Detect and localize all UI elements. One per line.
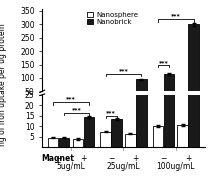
Bar	[73, 139, 83, 147]
Bar	[48, 138, 58, 147]
Bar	[164, 74, 174, 105]
Bar	[48, 104, 58, 105]
Text: −: −	[55, 154, 62, 163]
Text: −: −	[108, 154, 114, 163]
Text: ***: ***	[66, 97, 76, 102]
Bar	[188, 0, 199, 147]
Bar	[100, 103, 111, 105]
Bar	[188, 24, 199, 105]
Text: ***: ***	[106, 110, 116, 115]
Bar	[84, 101, 94, 105]
Bar	[177, 125, 188, 147]
Bar	[136, 0, 147, 147]
Bar	[153, 102, 163, 105]
Bar	[84, 117, 94, 147]
Bar	[73, 104, 83, 105]
Bar	[111, 119, 122, 147]
Text: ***: ***	[171, 13, 181, 19]
Text: ng of iron uptake per ug protein: ng of iron uptake per ug protein	[0, 24, 7, 146]
Text: ***: ***	[72, 107, 81, 112]
Text: +: +	[185, 154, 191, 163]
Text: +: +	[80, 154, 87, 163]
Bar	[111, 101, 122, 105]
Text: 100ug/mL: 100ug/mL	[157, 162, 195, 171]
Bar	[164, 0, 174, 147]
Legend: Nanosphere, Nanobrick: Nanosphere, Nanobrick	[86, 11, 139, 26]
Text: ***: ***	[119, 69, 128, 74]
Text: Magnet: Magnet	[41, 154, 74, 163]
Bar	[125, 103, 135, 105]
Bar	[100, 132, 111, 147]
Bar	[59, 138, 69, 147]
Text: −: −	[160, 154, 166, 163]
Bar	[153, 126, 163, 147]
Text: 25ug/mL: 25ug/mL	[107, 162, 140, 171]
Bar	[136, 79, 147, 105]
Text: +: +	[133, 154, 139, 163]
Bar	[125, 134, 135, 147]
Text: ***: ***	[158, 60, 168, 65]
Bar	[177, 102, 188, 105]
Text: 5ug/mL: 5ug/mL	[57, 162, 85, 171]
Bar	[59, 104, 69, 105]
